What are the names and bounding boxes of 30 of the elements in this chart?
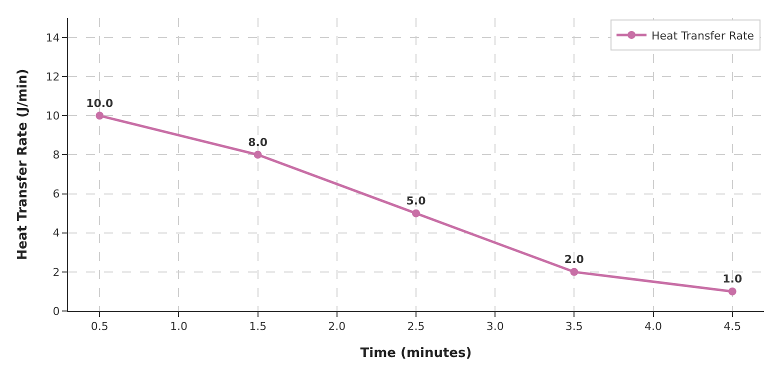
point [254, 150, 262, 159]
x-tick-label: 4.5 [724, 320, 742, 334]
y-tick-label: 0 [52, 304, 60, 318]
point [570, 268, 578, 276]
x-tick-label: 2.0 [328, 320, 346, 334]
point [412, 209, 420, 218]
x-tick-label: 0.5 [90, 320, 108, 334]
text: 1.0 [722, 272, 742, 286]
x-tick-label: 1.5 [249, 320, 267, 334]
point [96, 112, 104, 120]
y-tick-label: 8 [52, 148, 60, 162]
x-tick-label: 4.0 [644, 320, 662, 334]
x-tick-label: 3.5 [565, 320, 583, 334]
x-tick-label: 1.0 [170, 320, 188, 334]
y-tick-label: 14 [46, 31, 60, 44]
y-tick-label: 2 [52, 266, 60, 279]
text: 2.0 [564, 253, 584, 266]
point [728, 287, 736, 296]
x-axis-title: Time (minutes) [360, 346, 472, 361]
x-tick-label: 3.0 [486, 320, 504, 334]
y-tick-label: 10 [46, 110, 60, 123]
y-tick-label: 4 [52, 226, 60, 240]
x-tick-label: 2.5 [407, 320, 425, 334]
y-tick-label: 12 [46, 70, 60, 84]
text: 10.0 [86, 96, 114, 110]
text: 8.0 [248, 136, 268, 149]
text: 5.0 [406, 194, 426, 208]
legend-label: Heat Transfer Rate [652, 29, 754, 42]
y-tick-label: 6 [52, 188, 60, 201]
y-axis-title: Heat Transfer Rate (J/min) [16, 68, 31, 260]
